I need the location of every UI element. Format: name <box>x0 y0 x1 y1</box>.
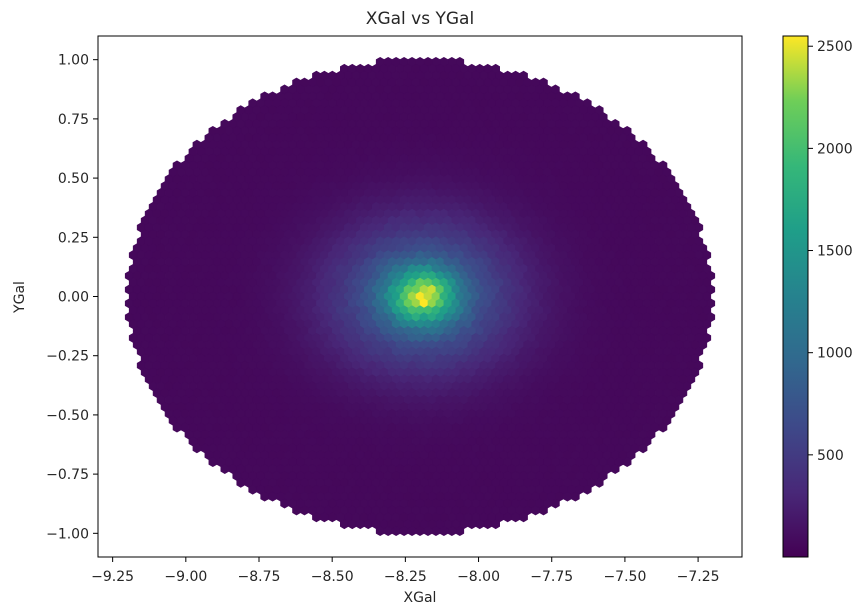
hexbin-cell <box>511 512 520 523</box>
hexbin-cell <box>220 464 230 474</box>
hexbin-cell <box>260 491 269 502</box>
y-axis: 1.00 0.75 0.50 0.25 0.00 −0.25 −0.50 −0.75 −1.00 <box>46 53 98 542</box>
hexbin-cell <box>594 477 604 488</box>
x-tick-label: −9.00 <box>164 569 207 585</box>
colorbar-tick-label: 500 <box>817 448 844 464</box>
hexbin-cell <box>248 484 257 495</box>
colorbar-tick-label: 2500 <box>817 39 853 55</box>
y-tick-label: −0.25 <box>46 349 89 365</box>
y-tick-label: 0.75 <box>58 112 89 128</box>
hexbin-cell <box>610 464 620 474</box>
hexbin-cell <box>236 477 246 488</box>
y-axis-label: YGal <box>12 281 28 314</box>
hexbin-cell <box>399 526 409 537</box>
hexbin-cell <box>292 505 301 516</box>
hexbin-cell <box>455 526 465 537</box>
hexbin-cell <box>531 505 540 516</box>
hexbin-cell <box>383 526 393 537</box>
hexbin-cell <box>320 512 329 523</box>
colorbar <box>782 35 809 558</box>
hexbin-cell <box>300 505 309 516</box>
hexbin-cell <box>423 526 433 537</box>
hexbin-cell <box>375 526 385 537</box>
colorbar-tick-label: 1500 <box>817 244 853 260</box>
hexbin-cell <box>638 443 648 454</box>
x-tick-label: −7.75 <box>530 569 573 585</box>
hexbin-cells <box>124 56 716 537</box>
x-tick-label: −7.25 <box>677 569 720 585</box>
y-tick-label: 1.00 <box>58 53 89 69</box>
hexbin-cell <box>539 505 548 516</box>
hexbin-cell <box>583 484 592 495</box>
hexbin-cell <box>192 443 202 454</box>
y-tick-label: −0.50 <box>46 408 89 424</box>
hexbin-cell <box>347 519 357 530</box>
hexbin-cell <box>312 512 321 523</box>
chart-title: XGal vs YGal <box>366 9 474 29</box>
hexbin-cell <box>407 526 417 537</box>
colorbar-tick-label: 2000 <box>817 141 853 157</box>
hexbin-cell <box>363 519 373 530</box>
hexbin-cell <box>447 526 457 537</box>
y-tick-label: 0.50 <box>58 171 89 187</box>
hexbin-cell <box>340 519 349 530</box>
x-tick-label: −8.25 <box>384 569 427 585</box>
hexbin-cell <box>355 519 365 530</box>
x-tick-label: −8.00 <box>457 569 500 585</box>
hexbin-cell <box>571 491 580 502</box>
hexbin-cell <box>280 498 289 509</box>
hexbin-cell <box>483 519 493 530</box>
hexbin-cell <box>563 491 572 502</box>
hexbin-cell <box>467 519 477 530</box>
hexbin-cell <box>475 519 485 530</box>
hexbin-cell <box>328 512 337 523</box>
colorbar-axis: 500 1000 1500 2000 2500 <box>808 39 853 464</box>
hexbin-cell <box>415 526 425 537</box>
x-tick-label: −8.50 <box>311 569 354 585</box>
hexbin-cell <box>519 512 528 523</box>
x-tick-label: −7.50 <box>603 569 646 585</box>
hexbin-cell <box>491 519 500 530</box>
hexbin-cell <box>208 457 218 468</box>
x-tick-label: −9.25 <box>91 569 134 585</box>
y-tick-label: −1.00 <box>46 526 89 542</box>
hexbin-cell <box>172 422 182 433</box>
x-tick-label: −8.75 <box>238 569 281 585</box>
colorbar-tick-label: 1000 <box>817 346 853 362</box>
x-axis-label: XGal <box>404 590 437 605</box>
y-tick-label: 0.25 <box>58 230 89 246</box>
hexbin-cell <box>268 491 277 502</box>
hexbin-cell <box>391 526 401 537</box>
x-axis: −9.25 −9.00 −8.75 −8.50 −8.25 −8.00 −7.75 −7.50… <box>91 557 720 585</box>
hexbin-cell <box>431 526 441 537</box>
hexbin-cell <box>439 526 449 537</box>
hexbin-cell <box>658 422 668 433</box>
hexbin-cell <box>622 457 632 468</box>
y-tick-label: 0.00 <box>58 290 89 306</box>
hexbin-cell <box>503 512 512 523</box>
hexbin-cell <box>551 498 560 509</box>
y-tick-label: −0.75 <box>46 467 89 483</box>
